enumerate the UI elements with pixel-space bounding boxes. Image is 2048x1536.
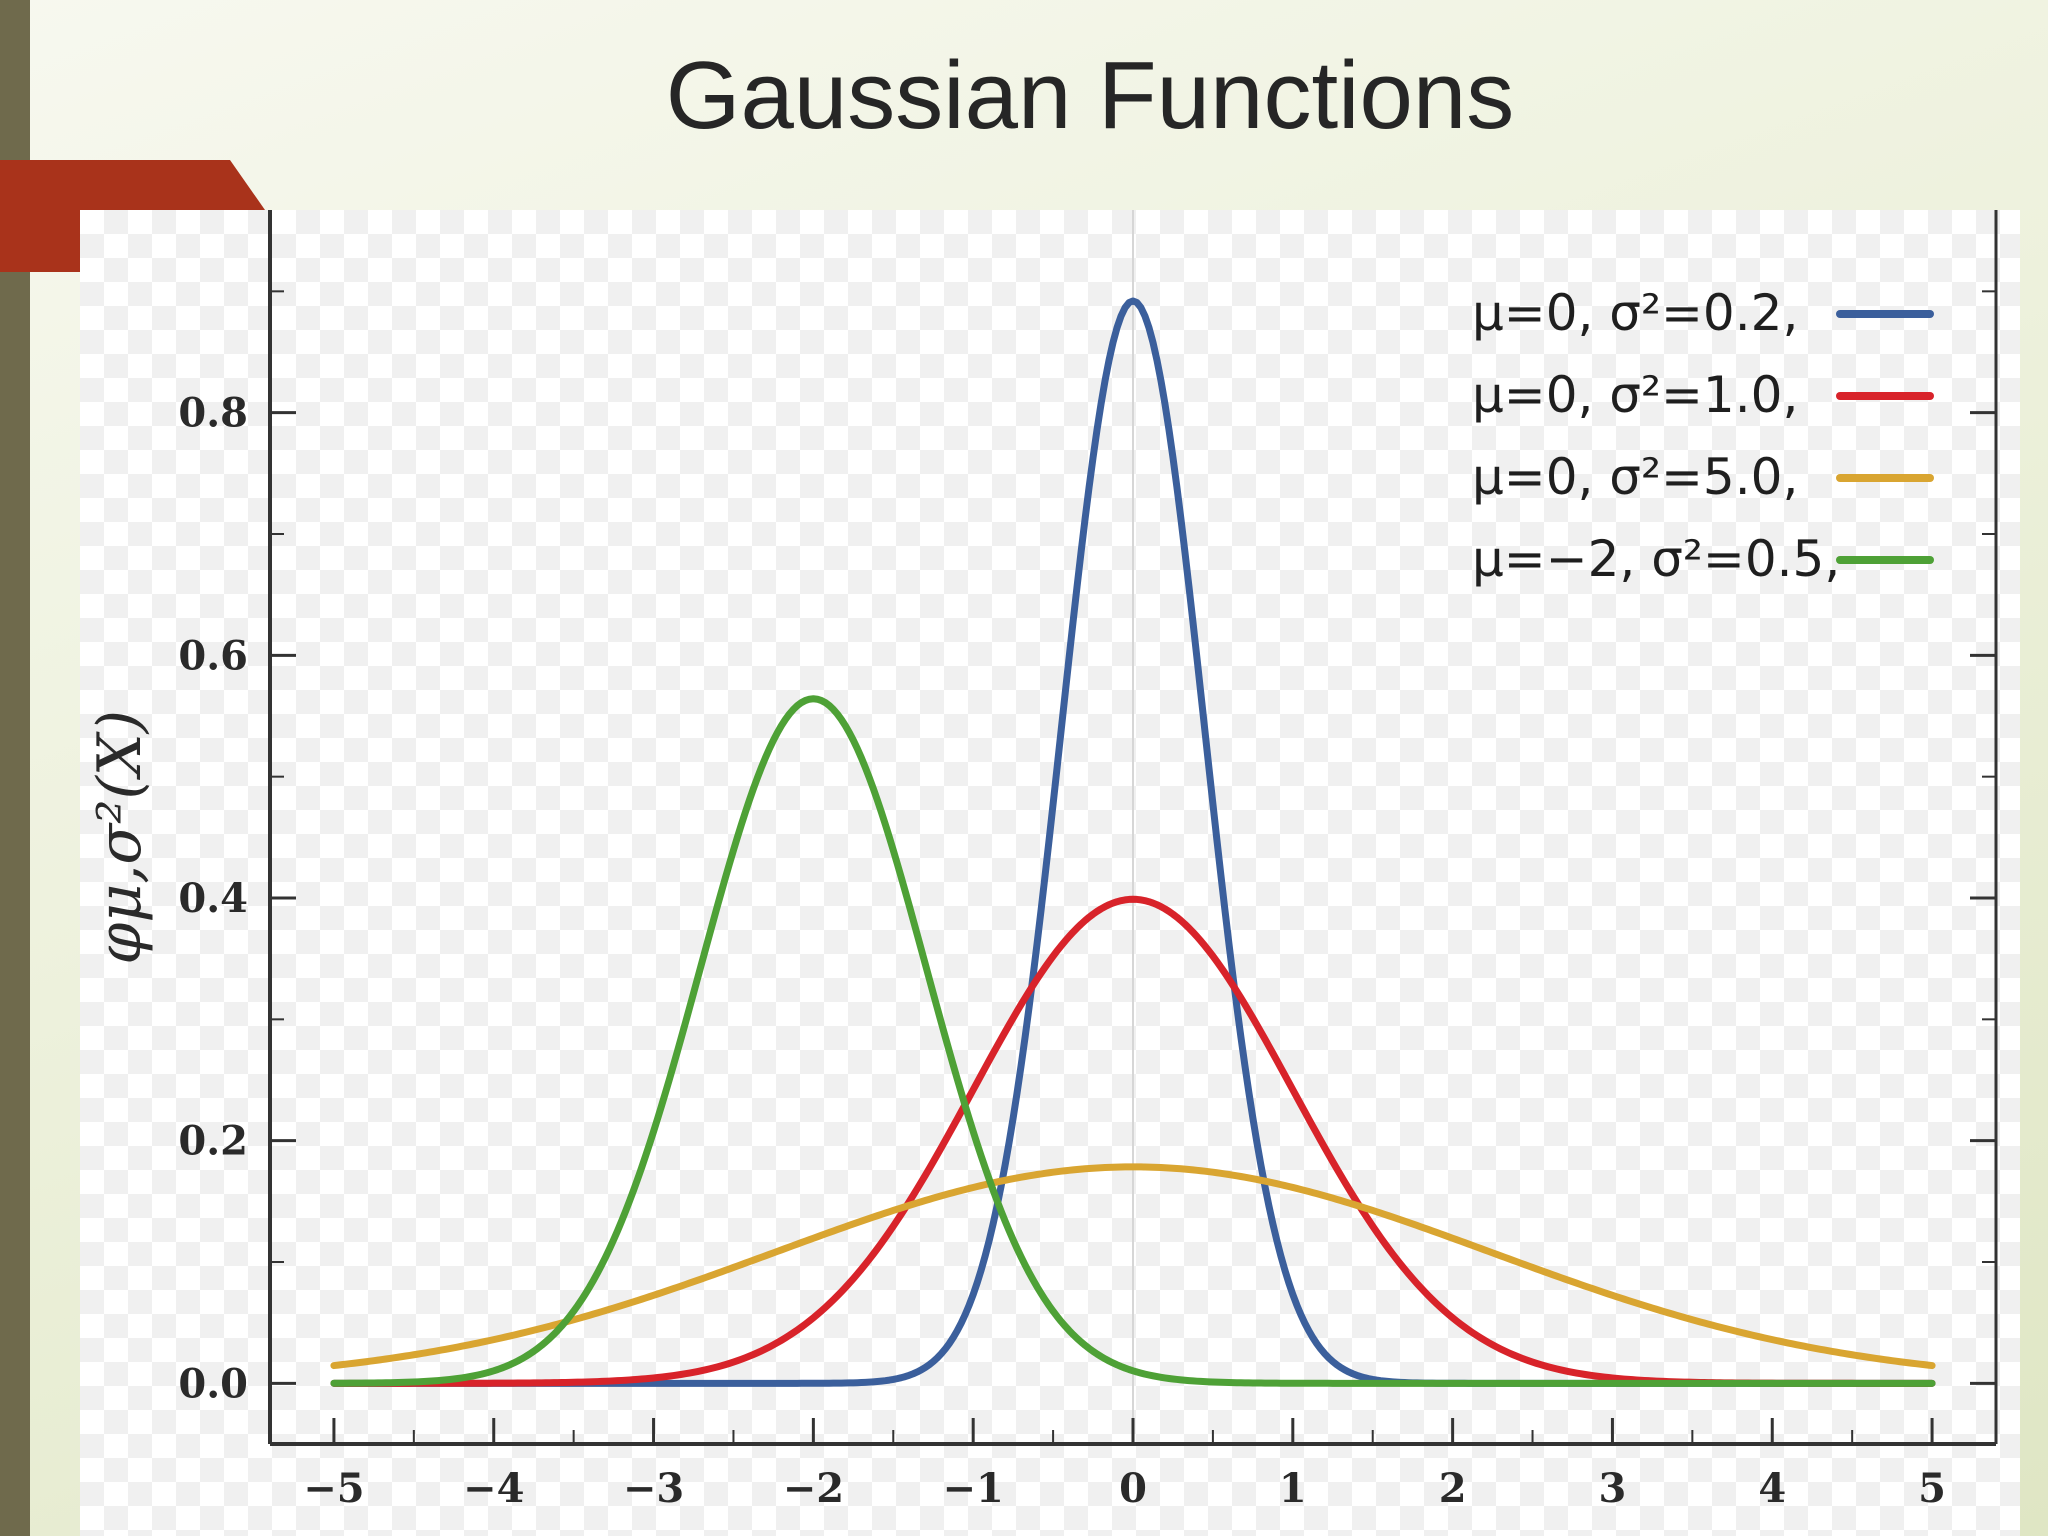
x-tick-label: 4: [1758, 1465, 1786, 1512]
legend-entry-label: μ=0, σ²=5.0,: [1472, 448, 1798, 506]
x-tick-label: −5: [303, 1465, 364, 1512]
y-tick-label: 0.4: [178, 875, 248, 922]
legend-entry-label: μ=0, σ²=0.2,: [1472, 284, 1798, 342]
series-layer: [330, 297, 1936, 1387]
slide-title: Gaussian Functions: [665, 42, 1515, 149]
legend: μ=0, σ²=0.2, μ=0, σ²=1.0, μ=0, σ²=5.0, μ=−2…: [1472, 284, 1934, 588]
series-line: [330, 1163, 1936, 1370]
x-tick-label: 2: [1439, 1465, 1467, 1512]
x-tick-label: −2: [783, 1465, 844, 1512]
y-axis-label: φμ,σ²(X): [85, 710, 155, 965]
legend-entry-label: μ=−2, σ²=0.5,: [1472, 530, 1840, 588]
chart-panel: −5 −4 −3 −2 −1 0 1 2 3 4 5 0.0 0.2 0.4 0.6 0.8 φμ,σ²(X) …: [80, 210, 2020, 1536]
gaussian-chart: −5 −4 −3 −2 −1 0 1 2 3 4 50.00.20.40.60.8φμ,σ²(X) …: [85, 210, 1998, 1512]
x-tick-label: 0: [1119, 1465, 1147, 1512]
x-tick-label: 3: [1599, 1465, 1627, 1512]
x-tick-label: −3: [623, 1465, 684, 1512]
series-line: [330, 695, 1936, 1387]
x-tick-label: −4: [463, 1465, 524, 1512]
legend-entry-label: μ=0, σ²=1.0,: [1472, 366, 1798, 424]
x-tick-label: 5: [1918, 1465, 1946, 1512]
y-tick-label: 0.6: [178, 632, 248, 679]
axes-layer: −5 −4 −3 −2 −1 0 1 2 3 4 5 0.0 0.2 0.4 0.6 0.8 φμ,σ²(X): [85, 210, 1998, 1512]
x-tick-label: −1: [943, 1465, 1004, 1512]
y-tick-label: 0.0: [178, 1360, 248, 1407]
y-tick-label: 0.8: [178, 390, 248, 437]
x-tick-label: 1: [1279, 1465, 1307, 1512]
y-tick-label: 0.2: [178, 1118, 248, 1165]
